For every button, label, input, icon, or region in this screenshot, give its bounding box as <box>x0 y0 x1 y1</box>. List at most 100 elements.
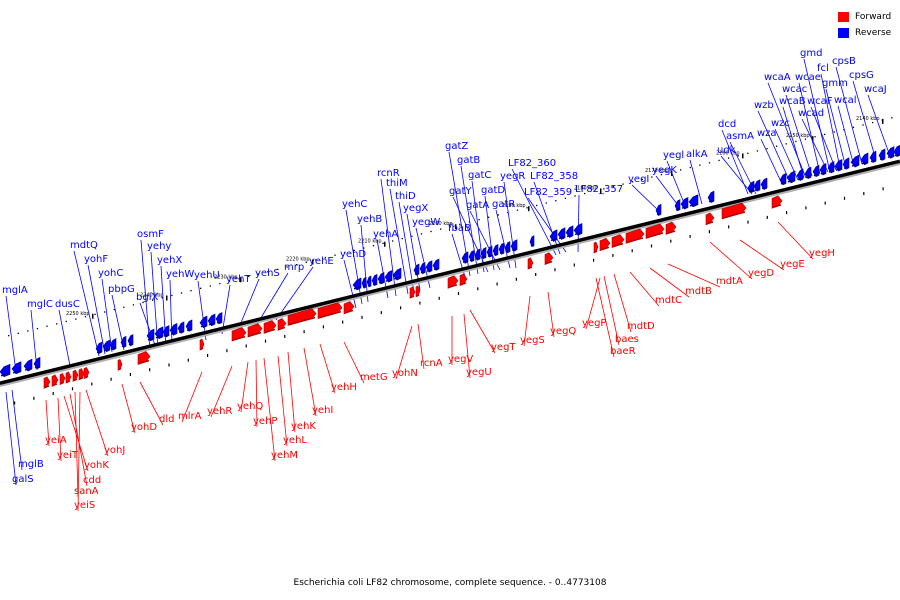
scale-dash <box>882 187 884 191</box>
reverse-gene <box>146 328 155 342</box>
gene-label: wcad <box>798 108 824 119</box>
forward-gene <box>625 228 645 244</box>
reverse-gene <box>425 260 433 273</box>
scale-dot <box>324 256 327 259</box>
tick-label: 2180 kbp <box>574 185 598 191</box>
tick-mark <box>742 153 744 159</box>
leader-line <box>360 224 369 303</box>
scale-dot <box>497 214 499 216</box>
leader-line <box>666 160 687 209</box>
scale-dot <box>372 245 375 247</box>
scale-dash <box>168 363 170 367</box>
forward-gene <box>409 286 416 299</box>
leader-line <box>277 355 288 447</box>
forward-gene <box>277 318 287 331</box>
gene-label: yegK <box>652 165 677 176</box>
gene-label: baeR <box>610 346 636 357</box>
scale-dot <box>507 211 509 214</box>
forward-gene <box>459 273 468 287</box>
scale-dash <box>380 311 382 315</box>
scale-dash <box>361 315 363 319</box>
reverse-gene <box>154 326 164 340</box>
forward-gene <box>43 376 51 389</box>
gene-label: wcaJ <box>864 84 887 95</box>
scale-dot <box>603 188 605 190</box>
gene-label: yehX <box>157 255 182 266</box>
forward-gene <box>593 241 599 254</box>
leader-line <box>629 271 660 307</box>
tick-label: 2240 kbp <box>140 293 164 299</box>
reverse-gene <box>468 249 475 263</box>
leader-line <box>303 347 317 417</box>
leader-line <box>139 302 157 349</box>
forward-gene <box>705 212 715 226</box>
scale-dot <box>209 285 211 287</box>
scale-dot <box>564 197 567 199</box>
reverse-gene <box>498 242 505 255</box>
forward-gene <box>599 237 611 252</box>
gene-label: LF82_357 <box>575 184 623 195</box>
reverse-gene <box>674 199 681 212</box>
gene-label: fbaB <box>448 223 471 234</box>
reverse-gene <box>850 154 860 168</box>
gene-label: osmF <box>137 229 164 240</box>
leader-line <box>798 82 821 175</box>
leader-line <box>837 105 855 167</box>
scale-dash <box>52 392 54 396</box>
forward-gene <box>447 275 459 289</box>
scale-dot <box>584 192 586 195</box>
label-leader-lines <box>5 58 891 512</box>
scale-dot <box>776 145 778 147</box>
gene-label: rcnA <box>420 358 443 369</box>
scale-dot <box>363 247 365 249</box>
reverse-gene <box>529 235 535 248</box>
scale-dot <box>171 294 173 297</box>
gene-label: yehP <box>253 416 277 427</box>
scale-dot <box>459 223 461 226</box>
reverse-gene <box>860 152 869 166</box>
reverse-gene <box>95 341 103 354</box>
tick-mark <box>312 259 314 265</box>
scale-dot <box>8 335 10 337</box>
reverse-gene <box>162 325 170 338</box>
reverse-gene <box>480 247 487 260</box>
gene-label: yegD <box>748 268 774 279</box>
forward-gene <box>72 369 79 382</box>
scale-tick-labels: 2140 kbp 2150 kbp 2160 kbp 2170 kbp 2180 kbp… <box>66 116 884 319</box>
leader-line <box>45 399 50 447</box>
gene-label: yohN <box>392 368 418 379</box>
scale-dot <box>574 195 576 197</box>
scale-dot <box>718 159 720 162</box>
gene-label: bglX <box>136 292 158 303</box>
reverse-gene <box>392 267 402 281</box>
scale-dash <box>824 201 826 205</box>
gene-label: mlrA <box>178 411 202 422</box>
scale-dot <box>286 266 288 268</box>
scale-dot <box>766 147 768 150</box>
leader-line <box>237 278 260 331</box>
scale-dash <box>14 401 16 405</box>
reverse-gene <box>432 258 440 271</box>
scale-dot <box>440 228 442 230</box>
gene-label: wcae <box>795 72 821 83</box>
reverse-gene <box>680 196 689 210</box>
leader-line <box>210 365 233 418</box>
scale-dash <box>284 334 286 338</box>
scale-dash <box>515 277 517 281</box>
leader-line <box>121 383 136 434</box>
gene-label: thiM <box>386 178 408 189</box>
scale-dot <box>420 233 423 235</box>
gene-label: yehI <box>312 405 333 416</box>
scale-dot <box>46 325 48 327</box>
scale-dash <box>863 192 865 196</box>
leader-line <box>69 393 88 487</box>
scale-dot <box>728 157 730 159</box>
scale-dot <box>824 133 826 136</box>
gene-label: mdtA <box>716 276 743 287</box>
reverse-gene <box>834 158 843 172</box>
tick-mark <box>92 313 94 319</box>
leader-line <box>287 351 296 433</box>
scale-dot <box>94 313 96 316</box>
scale-dot <box>862 124 864 126</box>
